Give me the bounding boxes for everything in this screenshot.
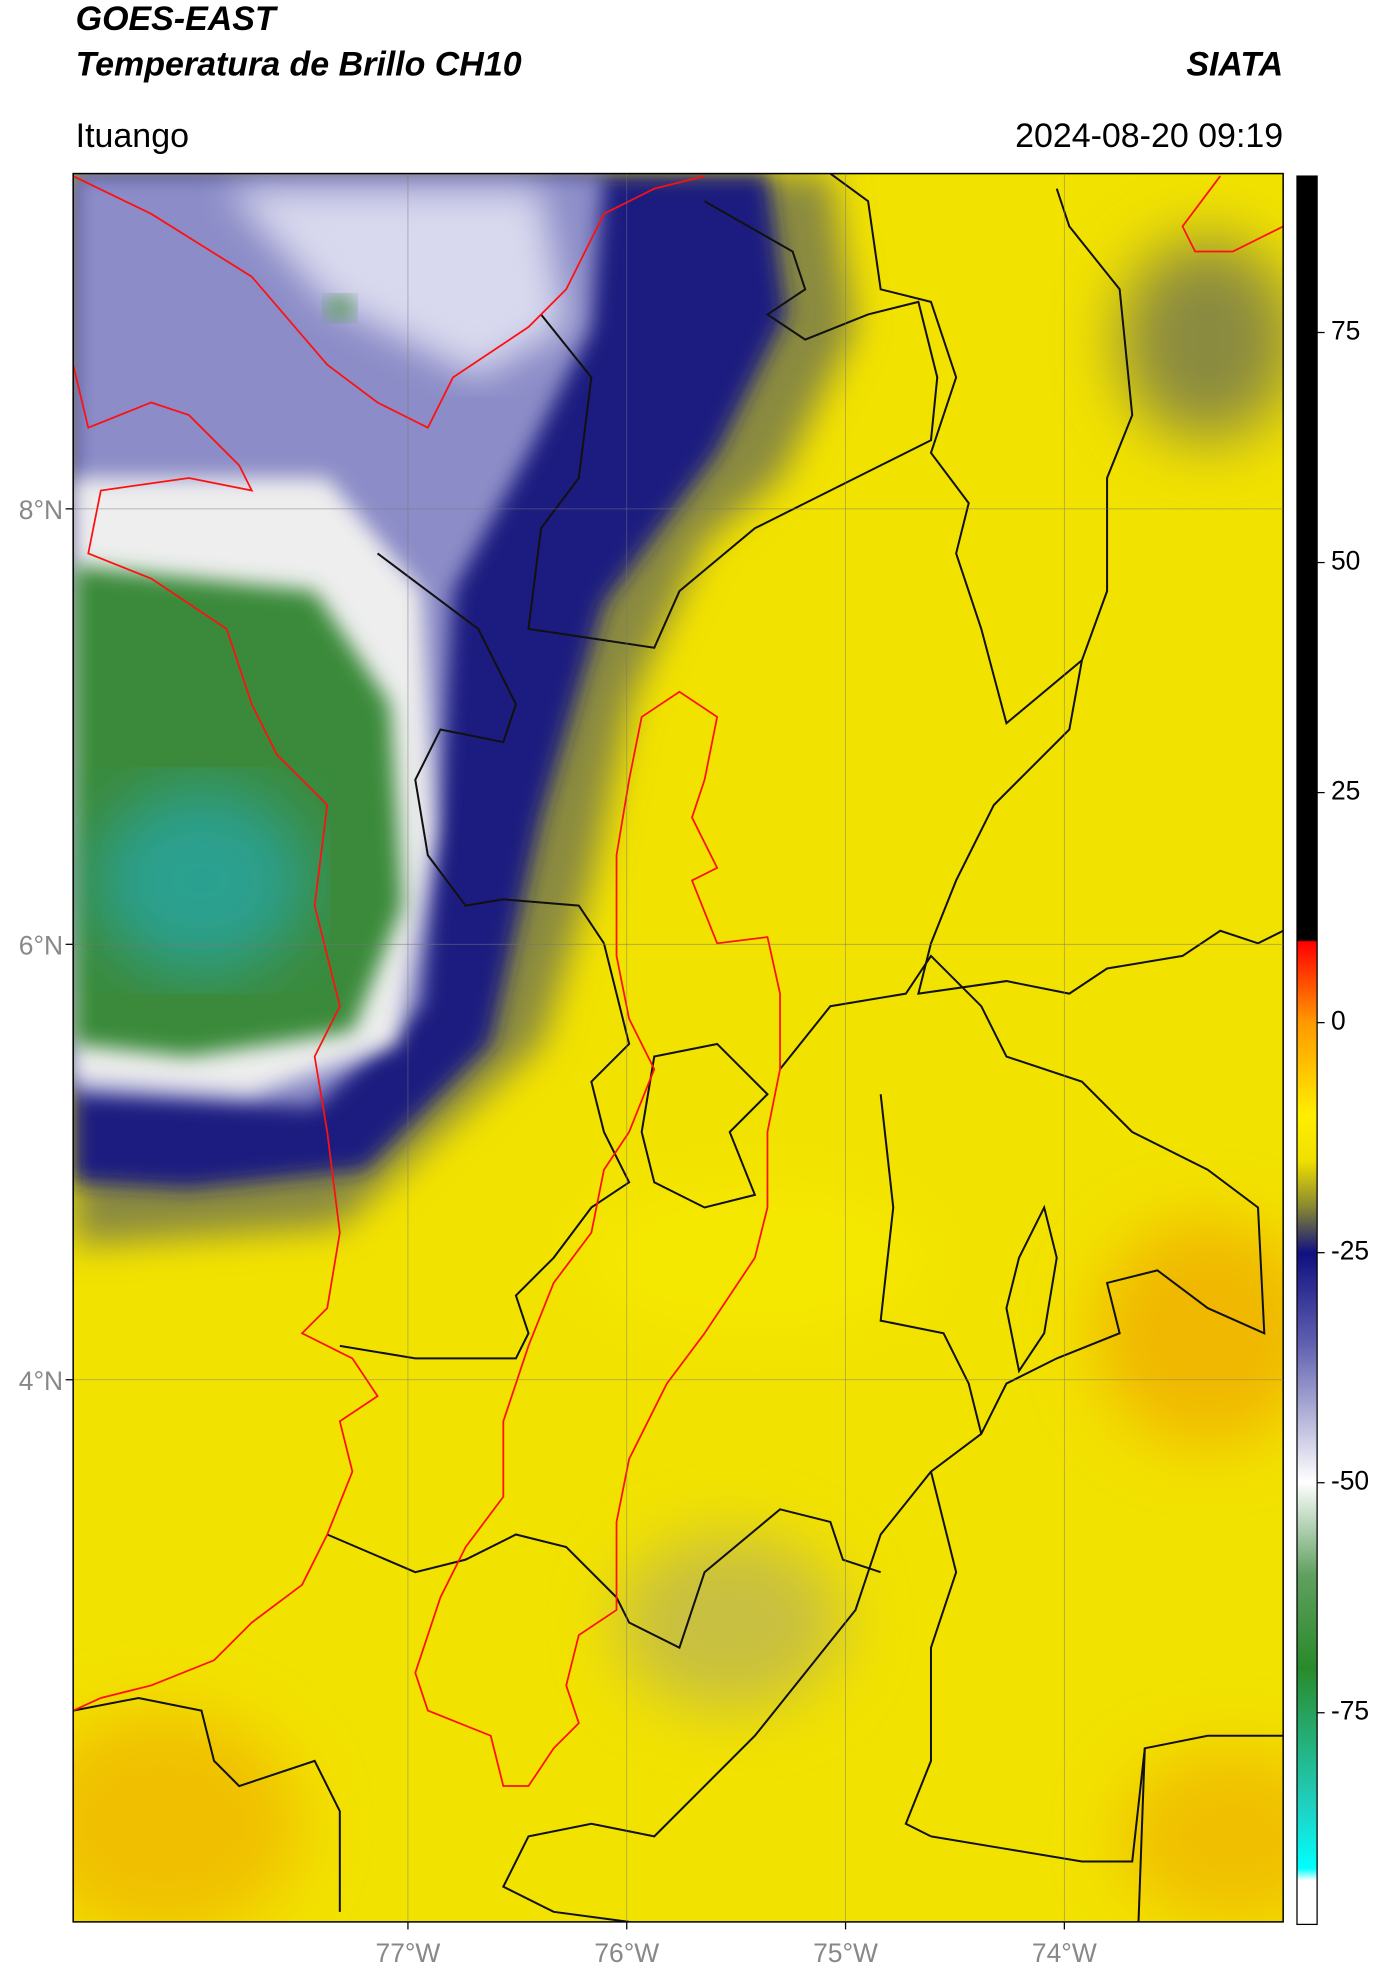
map-frame: [72, 172, 1284, 1923]
colorbar-tick-label: -25: [1331, 1236, 1369, 1266]
graticule: 77°W 76°W 75°W 74°W 8°N 6°N 4°N: [19, 173, 1284, 1968]
lon-tick-label: 76°W: [594, 1938, 659, 1968]
colorbar: [1296, 175, 1318, 1926]
lat-tick-label: 8°N: [19, 495, 63, 525]
colorbar-tick-label: -75: [1331, 1696, 1369, 1726]
lon-tick-label: 74°W: [1032, 1938, 1097, 1968]
colorbar-tick-label: 0: [1331, 1006, 1346, 1036]
subtitle: Temperatura de Brillo CH10: [76, 45, 522, 83]
lon-tick-label: 77°W: [376, 1938, 441, 1968]
lat-tick-label: 4°N: [19, 1366, 63, 1396]
datetime: 2024-08-20 09:19: [1015, 117, 1283, 155]
title: GOES-EAST: [76, 0, 279, 38]
colorbar-tick-label: 25: [1331, 776, 1360, 806]
source: SIATA: [1186, 45, 1283, 83]
region: Ituango: [76, 117, 189, 155]
colorbar-tick-label: -50: [1331, 1466, 1369, 1496]
lat-tick-label: 6°N: [19, 930, 63, 960]
colorbar-tick-label: 75: [1331, 315, 1360, 345]
satellite-image: [73, 173, 1284, 1922]
lon-tick-label: 75°W: [813, 1938, 878, 1968]
colorbar-ticks: 75 50 25 0 -25 -50 -75: [1317, 315, 1369, 1726]
colorbar-tick-label: 50: [1331, 546, 1360, 576]
